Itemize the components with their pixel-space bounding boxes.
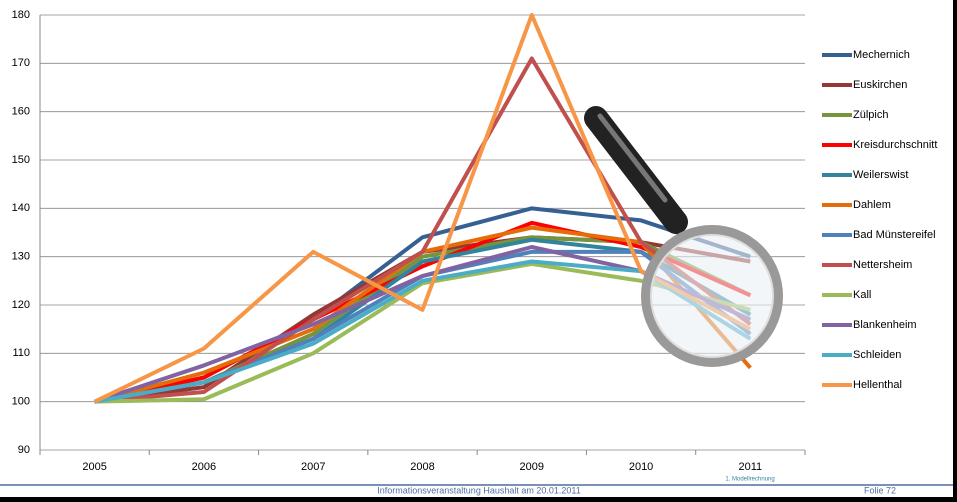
x-tick-label: 2008	[410, 461, 434, 473]
legend-label: Schleiden	[853, 349, 901, 361]
legend-label: Dahlem	[853, 199, 891, 211]
series-line	[94, 220, 752, 404]
right-edge	[953, 0, 957, 502]
bottom-edge	[0, 497, 957, 502]
magnifier-handle-shine	[597, 113, 668, 203]
magnifier-rim	[650, 234, 774, 358]
x-tick-label: 2006	[192, 461, 216, 473]
plot: 90 100 110 120 130 140 150 160 170 180 2005 2006 200…	[12, 9, 938, 473]
legend-label: Zülpich	[853, 109, 888, 121]
legend-label: Nettersheim	[853, 259, 912, 271]
series-line	[93, 13, 752, 404]
y-tick-label: 90	[18, 444, 30, 456]
footer-text: Informationsveranstaltung Haushalt am 20…	[377, 485, 580, 495]
magnifier-lens	[641, 225, 783, 367]
legend-label: Kreisdurchschnitt	[853, 139, 937, 151]
x-tick-label: 2009	[520, 461, 544, 473]
x-tick-label: 2010	[629, 461, 653, 473]
y-tick-label: 180	[12, 9, 30, 21]
y-tick-label: 140	[12, 202, 30, 214]
series-line	[94, 261, 751, 404]
series-line	[94, 56, 752, 404]
magnifier-handle	[584, 106, 688, 234]
y-tick-label: 100	[12, 396, 30, 408]
subnote: 1. Modellrechnung	[725, 477, 774, 483]
y-tick-label: 130	[12, 251, 30, 263]
legend-label: Blankenheim	[853, 319, 917, 331]
legend-label: Kall	[853, 289, 871, 301]
y-tick-label: 160	[12, 106, 30, 118]
legend-label: Mechernich	[853, 49, 910, 61]
x-tick-label: 2011	[739, 461, 763, 473]
x-tick-label: 2005	[82, 461, 106, 473]
legend-label: Hellenthal	[853, 379, 902, 391]
y-tick-label: 120	[12, 299, 30, 311]
legend-label: Bad Münstereifel	[853, 229, 936, 241]
page-number: Folie 72	[864, 485, 896, 495]
y-tick-label: 150	[12, 154, 30, 166]
x-tick-label: 2007	[301, 461, 325, 473]
legend-label: Euskirchen	[853, 79, 907, 91]
magnifier	[584, 106, 783, 367]
y-tick-label: 110	[12, 347, 30, 359]
y-tick-label: 170	[12, 57, 30, 69]
legend-label: Weilerswist	[853, 169, 908, 181]
